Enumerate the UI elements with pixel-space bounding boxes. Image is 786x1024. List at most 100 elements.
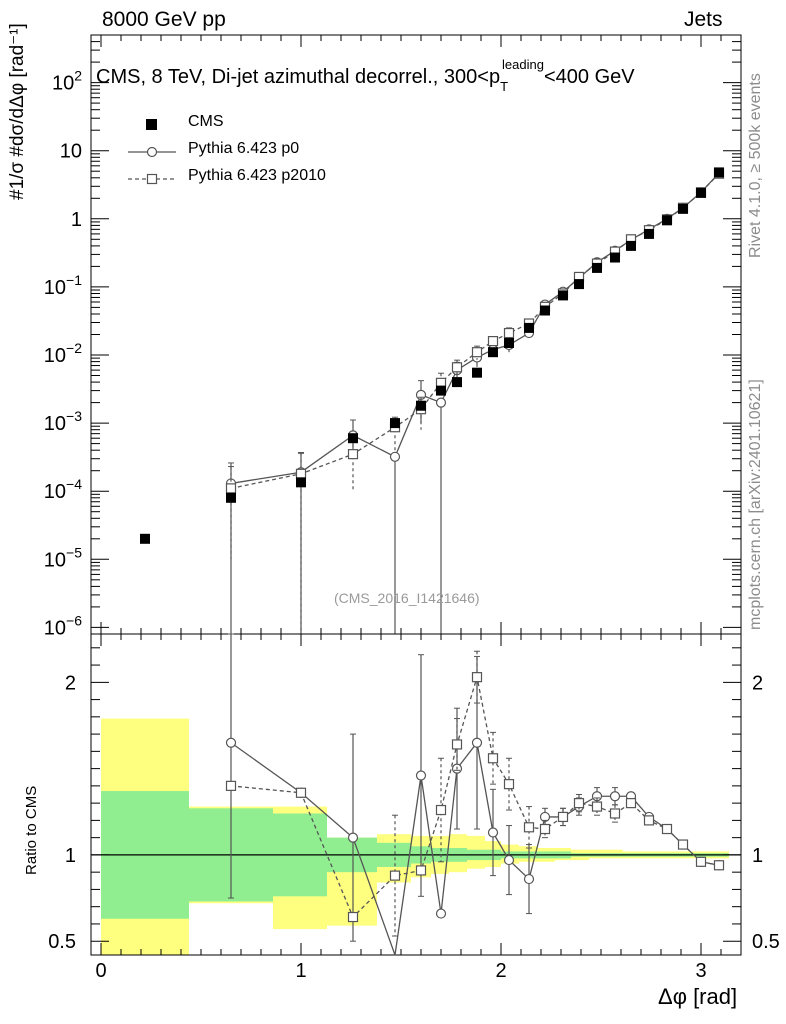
- ratio-curve-p0: [230, 741, 720, 956]
- y-tick-label: 10−4: [44, 476, 82, 503]
- ratio-p0-point: [609, 791, 621, 802]
- ratio-p2010-point: [539, 823, 551, 835]
- analysis-id: (CMS_2016_I1421646): [334, 590, 480, 606]
- ratio-p0-point: [415, 770, 427, 781]
- x-tick-label: 1: [295, 960, 306, 982]
- p2010-point: [451, 362, 463, 373]
- y-tick-label: 10−6: [44, 612, 82, 639]
- rivet-version-note: Rivet 4.1.0, ≥ 500k events: [747, 73, 764, 258]
- y-tick-label: 1: [71, 209, 82, 231]
- ratio-p2010-point: [591, 801, 603, 812]
- ratio-p0-point: [435, 908, 447, 919]
- cms-data-point: [488, 347, 498, 358]
- ratio-p2010-point: [643, 815, 655, 826]
- ratio-p2010-point: [503, 779, 515, 790]
- cms-data-point: [140, 533, 150, 544]
- cms-data-point: [452, 377, 462, 388]
- ratio-p2010-point: [713, 860, 725, 871]
- ratio-p2010-point: [487, 753, 499, 764]
- plot-title-sub: T: [500, 79, 509, 94]
- p2010-point: [487, 335, 499, 347]
- ratio-y-tick-label: 1: [65, 845, 76, 867]
- legend-label: Pythia 6.423 p2010: [188, 167, 326, 184]
- ratio-p0-point: [471, 737, 483, 748]
- cms-data-point: [626, 240, 636, 251]
- cms-data-point: [348, 433, 358, 444]
- header-category: Jets: [684, 8, 723, 31]
- ratio-p2010-point: [451, 739, 463, 750]
- ratio-y-tick-label: 2: [752, 672, 763, 694]
- ratio-p2010-point: [557, 811, 569, 823]
- ratio-p2010-point: [389, 870, 401, 881]
- plot-title-main: CMS, 8 TeV, Di-jet azimuthal decorrel., …: [96, 66, 501, 88]
- cms-data-point: [504, 338, 514, 349]
- ratio-curve-p2010: [230, 676, 720, 919]
- cms-data-point: [714, 167, 724, 178]
- y-tick-label: 102: [52, 68, 82, 95]
- ratio-p2010-point: [677, 839, 689, 850]
- cms-data-point: [226, 492, 236, 503]
- cms-data-point: [540, 305, 550, 316]
- ratio-p2010-point: [435, 804, 447, 816]
- y-tick-label: 10: [60, 141, 82, 163]
- ratio-y-tick-label: 0.5: [48, 931, 76, 953]
- x-axis-label: Δφ [rad]: [658, 984, 738, 1009]
- mc-curve-p0: [230, 172, 720, 485]
- ratio-p2010-point: [415, 865, 427, 876]
- ratio-p2010-point: [573, 798, 585, 809]
- ratio-p0-point: [503, 854, 515, 866]
- ratio-p2010-point: [661, 823, 673, 835]
- cms-data-point: [592, 262, 602, 273]
- x-tick-label: 0: [95, 960, 106, 982]
- ratio-y-tick-label: 0.5: [752, 931, 780, 953]
- y-tick-exponent: −5: [66, 544, 82, 560]
- legend-marker-open-square: [128, 173, 176, 185]
- cms-data-point: [472, 367, 482, 378]
- ratio-p2010-point: [225, 780, 237, 791]
- cms-data-point: [644, 228, 654, 239]
- legend-label: Pythia 6.423 p0: [188, 140, 300, 157]
- legend-marker-open-circle: [128, 146, 176, 158]
- p2010-point: [347, 449, 359, 460]
- mc-curve-p2010: [230, 173, 720, 490]
- p0-point: [435, 397, 447, 408]
- main-plot-panel: 10−6 10−5 10−4 10−3 10−2 10−1 1 10 102: [44, 34, 742, 639]
- cms-data-point: [574, 279, 584, 290]
- ratio-plot-frame: [90, 633, 742, 956]
- y-tick-exponent: −1: [66, 272, 82, 288]
- cms-data-point: [678, 203, 688, 214]
- p2010-point: [503, 327, 515, 339]
- y-axis-label-ratio: Ratio to CMS: [23, 785, 40, 875]
- cms-data-point: [524, 322, 534, 333]
- ratio-y-tick-label: 2: [65, 672, 76, 694]
- ratio-p2010-point: [695, 856, 707, 867]
- y-tick-exponent: −2: [66, 340, 82, 356]
- y-axis-label-main: #1/σ #dσ/dΔφ [rad⁻¹]: [7, 23, 28, 200]
- y-tick-exponent: −6: [66, 612, 82, 628]
- cms-data-point: [416, 400, 426, 411]
- ratio-p0-point: [487, 827, 499, 838]
- y-tick-exponent: −3: [66, 408, 82, 424]
- ratio-y-tick-label: 1: [752, 845, 763, 867]
- ratio-p2010-point: [523, 822, 535, 833]
- ratio-p2010-point: [625, 798, 637, 809]
- p2010-point: [225, 483, 237, 494]
- x-tick-label: 2: [495, 960, 506, 982]
- y-tick-label: 10−5: [44, 544, 82, 571]
- y-tick-label: 10−3: [44, 408, 82, 435]
- header-process: 8000 GeV pp: [102, 8, 226, 31]
- cms-data-point: [662, 215, 672, 226]
- ratio-plot-panel: 0 1 2 3 0.5 0.5 1 1 2 2: [48, 633, 780, 982]
- ratio-p0-point: [523, 873, 535, 885]
- ratio-p2010-point: [347, 911, 359, 923]
- plot-title-sup: leading: [502, 57, 544, 72]
- cms-data-point: [390, 418, 400, 429]
- plot-title: CMS, 8 TeV, Di-jet azimuthal decorrel., …: [96, 57, 635, 94]
- plot-title-tail: <400 GeV: [543, 66, 635, 88]
- legend-label: CMS: [188, 113, 224, 130]
- ratio-p0-point: [225, 737, 237, 748]
- cms-data-point: [696, 187, 706, 198]
- cms-data-point: [610, 252, 620, 263]
- ratio-p0-point: [347, 832, 359, 843]
